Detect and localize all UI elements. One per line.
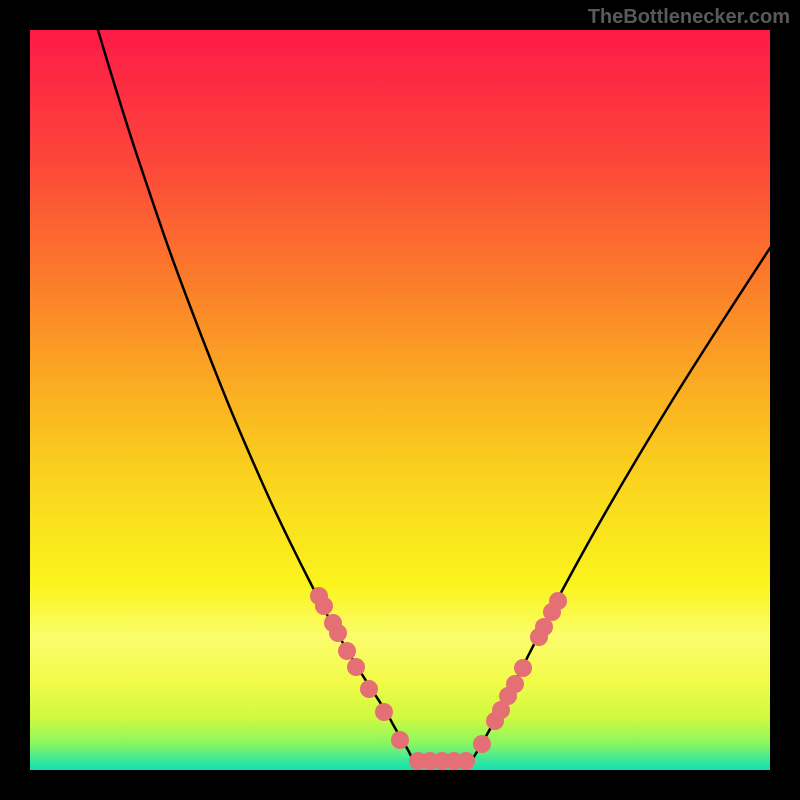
chart-background (30, 30, 770, 770)
data-marker (473, 735, 491, 753)
chart-svg (30, 30, 770, 770)
watermark-text: TheBottlenecker.com (588, 6, 790, 29)
data-marker (360, 680, 378, 698)
data-marker (375, 703, 393, 721)
data-marker (315, 597, 333, 615)
data-marker (457, 752, 475, 770)
data-marker (514, 659, 532, 677)
data-marker (329, 624, 347, 642)
data-marker (549, 592, 567, 610)
data-marker (338, 642, 356, 660)
data-marker (506, 675, 524, 693)
data-marker (347, 658, 365, 676)
data-marker (391, 731, 409, 749)
bottleneck-chart (30, 30, 770, 770)
